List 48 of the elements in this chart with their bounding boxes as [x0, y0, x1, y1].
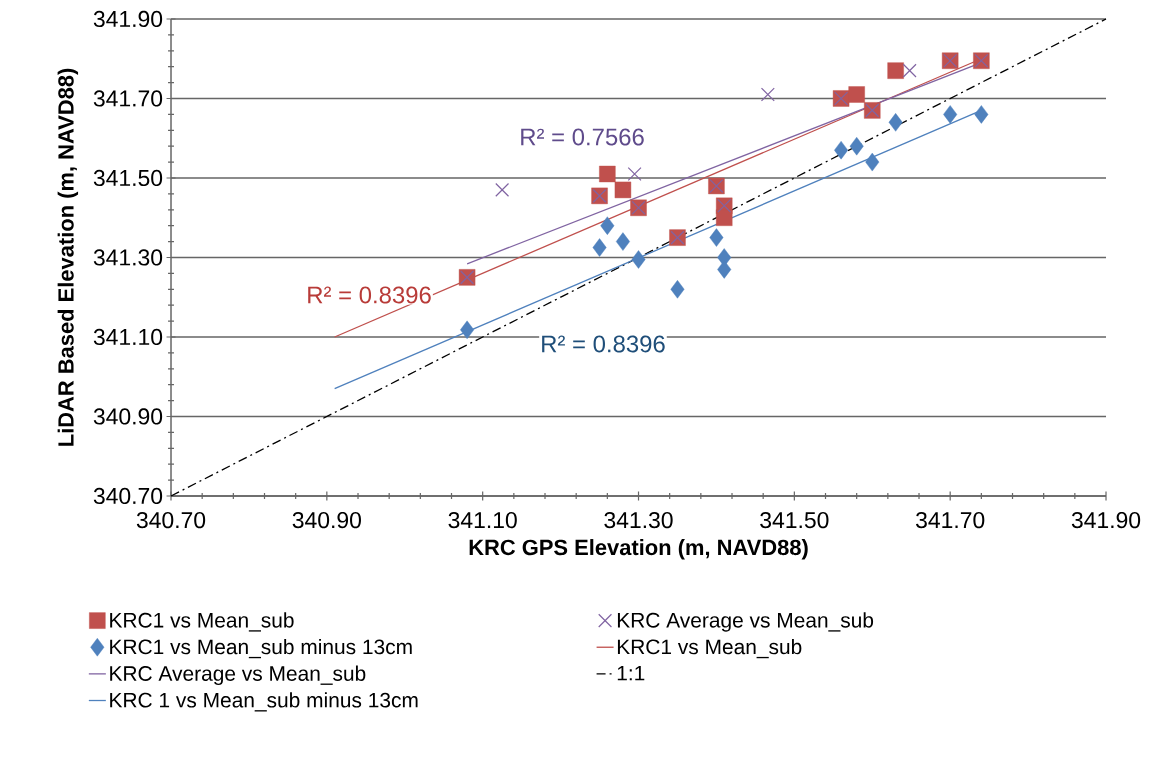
point — [849, 136, 864, 156]
legend-label: KRC Average vs Mean_sub — [617, 612, 874, 632]
point — [716, 209, 733, 226]
point — [460, 320, 475, 340]
point — [848, 86, 865, 103]
annotation: R² = 0.8396 — [542, 335, 665, 353]
x-tick-label: 340.90 — [292, 511, 361, 529]
y-tick-label: 341.90 — [93, 10, 163, 28]
y-tick-label: 341.30 — [93, 249, 163, 266]
x-axis-title: KRC GPS Elevation (m, NAVD88) — [469, 539, 808, 560]
point — [834, 140, 849, 160]
point — [943, 105, 958, 124]
point — [614, 181, 632, 199]
legend-label: KRC 1 vs Mean_sub minus 13cm — [110, 692, 418, 712]
legend-label: KRC1 vs Mean_sub — [617, 638, 802, 659]
point — [865, 152, 880, 172]
y-tick-label: 341.50 — [93, 169, 163, 187]
annotation: R² = 0.7566 — [521, 128, 644, 146]
point — [615, 232, 630, 251]
x-tick-label: 340.70 — [136, 511, 206, 529]
y-tick-label: 340.70 — [93, 487, 163, 505]
y-tick-label: 341.70 — [93, 90, 163, 107]
point — [760, 87, 775, 102]
point — [600, 216, 615, 235]
y-tick-label: 341.10 — [93, 328, 163, 346]
x-tick-label: 341.90 — [1071, 511, 1141, 529]
point — [887, 62, 904, 79]
point — [888, 113, 903, 132]
x-tick-label: 341.30 — [604, 511, 673, 529]
point — [631, 250, 646, 269]
point — [495, 182, 510, 197]
legend-label: KRC1 vs Mean_sub minus 13cm — [110, 638, 412, 659]
annotation: R² = 0.8396 — [308, 286, 431, 304]
x-tick-label: 341.10 — [448, 511, 517, 529]
point — [902, 63, 917, 78]
point — [592, 238, 607, 257]
point — [709, 228, 724, 247]
legend-label: KRC1 vs Mean_sub — [110, 612, 294, 632]
point — [670, 280, 685, 299]
point — [627, 167, 642, 181]
legend-label: KRC Average vs Mean_sub — [110, 665, 366, 686]
y-axis-title: LiDAR Based Elevation (m, NAVD88) — [57, 68, 79, 446]
point — [599, 165, 616, 183]
x-tick-label: 341.50 — [760, 511, 829, 529]
x-tick-label: 341.70 — [916, 511, 985, 529]
legend-label: 1:1 — [617, 665, 645, 681]
point — [974, 105, 989, 124]
y-tick-label: 340.90 — [93, 408, 163, 425]
